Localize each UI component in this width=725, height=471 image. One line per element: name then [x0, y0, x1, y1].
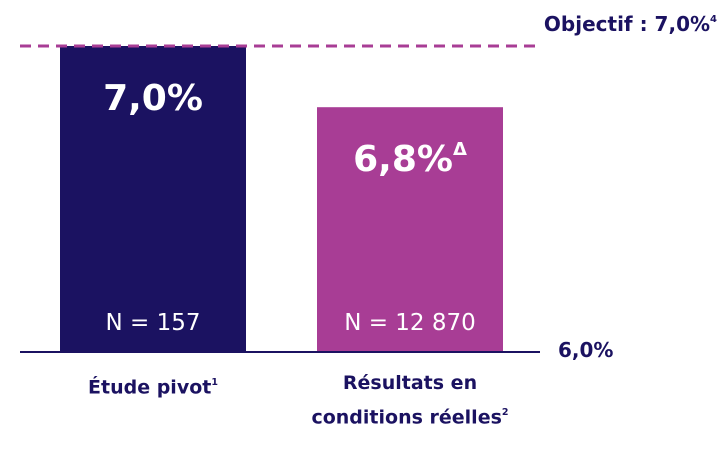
- category-label: Étude pivot1: [33, 368, 273, 403]
- value-label: 6,8%Δ: [317, 139, 503, 180]
- y-tick-label: 6,0%: [558, 338, 614, 362]
- target-text: Objectif : 7,0%: [543, 12, 711, 36]
- value-label-footnote: Δ: [452, 139, 467, 161]
- target-label: Objectif : 7,0%4: [544, 12, 717, 36]
- n-label: N = 157: [105, 310, 201, 336]
- category-text: Étude pivot: [88, 376, 212, 399]
- target-footnote: 4: [710, 14, 717, 25]
- value-label-text: 6,8%: [353, 139, 453, 181]
- category-footnote: 2: [501, 407, 509, 418]
- value-label: 7,0%: [60, 78, 246, 119]
- value-label-text: 7,0%: [103, 78, 203, 119]
- bar: [317, 107, 503, 352]
- category-text: Résultats en conditions réelles: [311, 372, 502, 429]
- category-footnote: 1: [211, 377, 218, 388]
- category-label: Résultats en conditions réelles2: [290, 368, 530, 433]
- n-label: N = 12 870: [344, 310, 476, 336]
- bar: [60, 46, 246, 352]
